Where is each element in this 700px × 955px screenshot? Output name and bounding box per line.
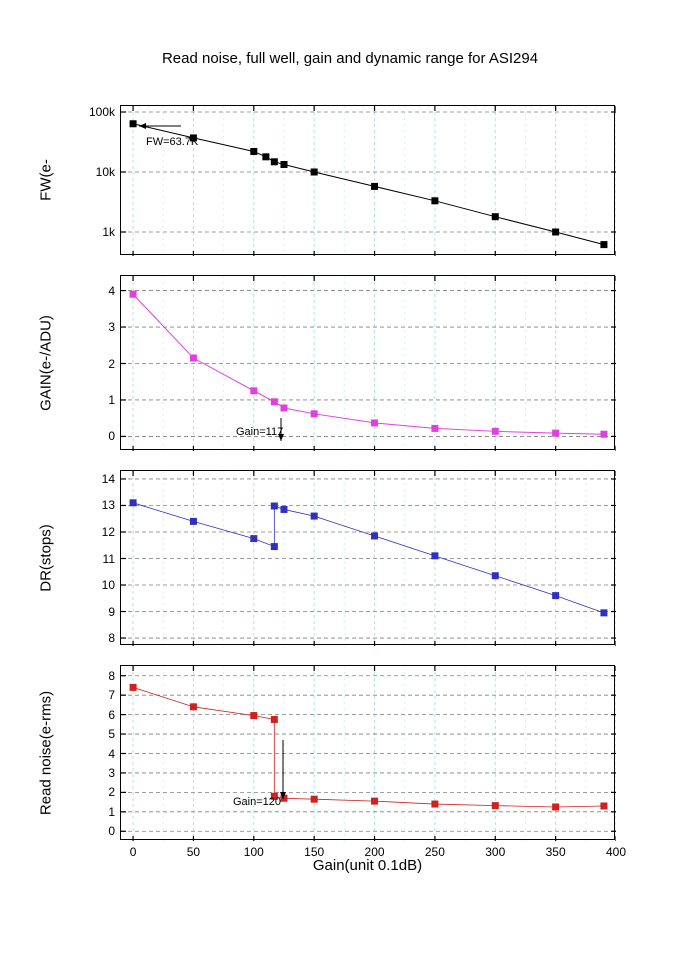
panel-dr: 891011121314DR(stops) [120, 470, 615, 645]
ytick-label: 6 [108, 708, 115, 722]
panel-rn: 012345678Read noise(e-rms)Gain=120050100… [120, 665, 615, 840]
chart-title: Read noise, full well, gain and dynamic … [0, 50, 700, 67]
ytick-label: 8 [108, 669, 115, 683]
ytick-label: 12 [102, 525, 115, 539]
annotation-fw: FW=63.7K [146, 136, 198, 148]
ylabel-rn: Read noise(e-rms) [38, 690, 55, 814]
ytick-label: 2 [108, 785, 115, 799]
ytick-label: 13 [102, 498, 115, 512]
ytick-label: 0 [108, 824, 115, 838]
ytick-label: 4 [108, 747, 115, 761]
ytick-label: 14 [102, 472, 115, 486]
panel-fw: 1k10k100kFW(e-FW=63.7K [120, 105, 615, 255]
ytick-label: 1 [108, 805, 115, 819]
chart-container: Read noise, full well, gain and dynamic … [0, 0, 700, 955]
ytick-label: 9 [108, 605, 115, 619]
ytick-label: 5 [108, 727, 115, 741]
ytick-label: 7 [108, 688, 115, 702]
ytick-label: 100k [89, 105, 115, 119]
ytick-label: 11 [103, 552, 115, 566]
panel-gain: 01234GAIN(e-/ADU)Gain=117 [120, 275, 615, 450]
chart-area: 1k10k100kFW(e-FW=63.7K 01234GAIN(e-/ADU)G… [120, 105, 615, 865]
ytick-label: 10k [96, 165, 115, 179]
annotation-rn: Gain=120 [233, 796, 281, 808]
ytick-label: 0 [108, 429, 115, 443]
ytick-label: 1 [108, 393, 115, 407]
ylabel-fw: FW(e- [38, 159, 55, 201]
ytick-label: 10 [102, 578, 115, 592]
ytick-label: 8 [108, 631, 115, 645]
xlabel: Gain(unit 0.1dB) [121, 857, 614, 874]
annotation-gain: Gain=117 [236, 426, 283, 438]
ylabel-gain: GAIN(e-/ADU) [38, 315, 55, 411]
ylabel-dr: DR(stops) [38, 524, 55, 592]
ytick-label: 1k [102, 225, 115, 239]
ytick-label: 3 [108, 320, 115, 334]
ytick-label: 4 [108, 284, 115, 298]
ytick-label: 3 [108, 766, 115, 780]
ytick-label: 2 [108, 357, 115, 371]
